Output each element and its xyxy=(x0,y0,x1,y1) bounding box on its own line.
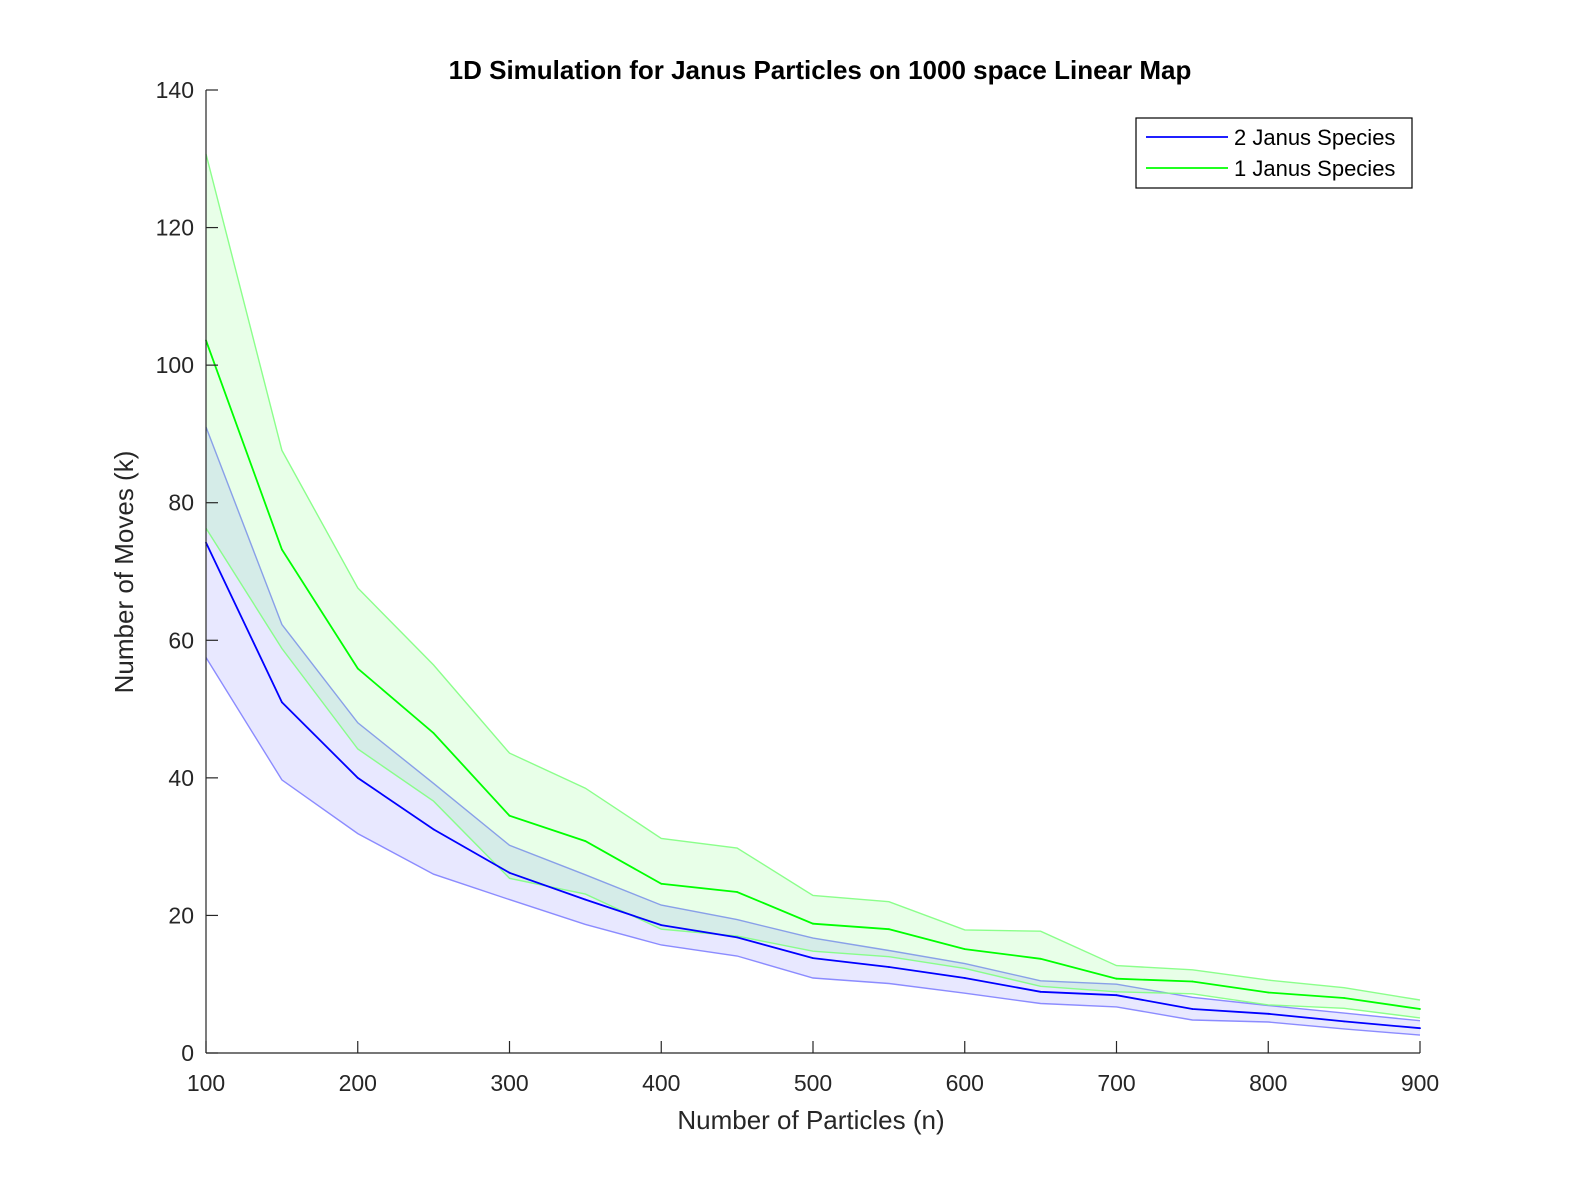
band-upper-series-1 xyxy=(205,426,1421,1022)
data-point-series-2 xyxy=(584,840,587,842)
y-axis-label: Number of Moves (k) xyxy=(109,451,139,694)
data-point-series-2 xyxy=(736,891,738,893)
x-tick-label: 500 xyxy=(794,1070,832,1096)
y-tick-label: 60 xyxy=(168,627,194,653)
data-point-series-2 xyxy=(963,948,966,950)
data-point-series-2 xyxy=(1419,1008,1421,1010)
data-point-series-1 xyxy=(508,871,511,874)
data-point-series-2 xyxy=(432,732,435,734)
data-point-series-1 xyxy=(584,898,587,901)
data-point-series-1 xyxy=(1419,1027,1421,1030)
data-point-series-1 xyxy=(660,924,663,926)
data-point-series-1 xyxy=(1115,994,1118,997)
data-point-series-2 xyxy=(888,928,890,931)
y-tick-label: 80 xyxy=(168,490,194,516)
data-point-series-1 xyxy=(1343,1020,1345,1023)
y-tick-label: 20 xyxy=(168,902,194,928)
data-point-series-2 xyxy=(660,882,663,885)
data-point-series-2 xyxy=(1343,997,1345,999)
axes: 100 200 300 400 500 600 700 800 900 0 20 40 60 80 100 1… xyxy=(156,77,1440,1096)
confidence-bands xyxy=(205,153,1421,1036)
y-tick-label: 120 xyxy=(156,215,194,241)
y-tick-label: 140 xyxy=(156,77,194,103)
data-point-series-2 xyxy=(1039,957,1042,960)
band-upper-series-2 xyxy=(205,153,1421,1001)
y-tick-label: 40 xyxy=(168,765,194,791)
data-point-series-1 xyxy=(1191,1008,1194,1010)
data-point-series-1 xyxy=(1039,990,1042,993)
data-point-series-1 xyxy=(812,957,814,959)
data-point-series-1 xyxy=(963,977,966,979)
x-tick-label: 300 xyxy=(490,1070,528,1096)
data-point-series-1 xyxy=(736,936,738,939)
x-tick-label: 200 xyxy=(339,1070,377,1096)
y-tick-label: 100 xyxy=(156,352,194,378)
legend-box xyxy=(1135,117,1413,189)
band-lower-series-1 xyxy=(205,657,1421,1036)
data-point-series-2 xyxy=(1267,991,1270,994)
legend-label-series-2: 1 Janus Species xyxy=(1234,156,1395,181)
band-fill-series-1 xyxy=(206,427,1420,1036)
x-tick-label: 100 xyxy=(187,1070,225,1096)
x-tick-label: 800 xyxy=(1249,1070,1287,1096)
data-point-series-2 xyxy=(1115,977,1118,980)
data-point-series-1 xyxy=(1267,1012,1270,1015)
x-tick-label: 900 xyxy=(1401,1070,1439,1096)
band-fill-series-2 xyxy=(206,154,1420,1018)
x-tick-label: 700 xyxy=(1097,1070,1135,1096)
data-point-series-2 xyxy=(812,922,814,925)
legend: 2 Janus Species 1 Janus Species xyxy=(1135,117,1413,189)
data-point-series-1 xyxy=(888,966,890,968)
band-lower-series-2 xyxy=(205,527,1421,1019)
data-point-series-1 xyxy=(356,777,359,779)
x-axis-label: Number of Particles (n) xyxy=(677,1105,944,1135)
y-tick-label: 0 xyxy=(181,1040,194,1066)
chart-title: 1D Simulation for Janus Particles on 100… xyxy=(449,55,1192,85)
data-point-series-2 xyxy=(508,814,511,817)
data-point-series-1 xyxy=(432,828,435,831)
x-tick-label: 400 xyxy=(642,1070,680,1096)
x-tick-label: 600 xyxy=(946,1070,984,1096)
data-point-series-2 xyxy=(1191,980,1194,983)
legend-label-series-1: 2 Janus Species xyxy=(1234,125,1395,150)
data-point-series-2 xyxy=(281,548,283,551)
data-point-series-1 xyxy=(281,701,283,704)
data-point-series-2 xyxy=(356,667,359,670)
